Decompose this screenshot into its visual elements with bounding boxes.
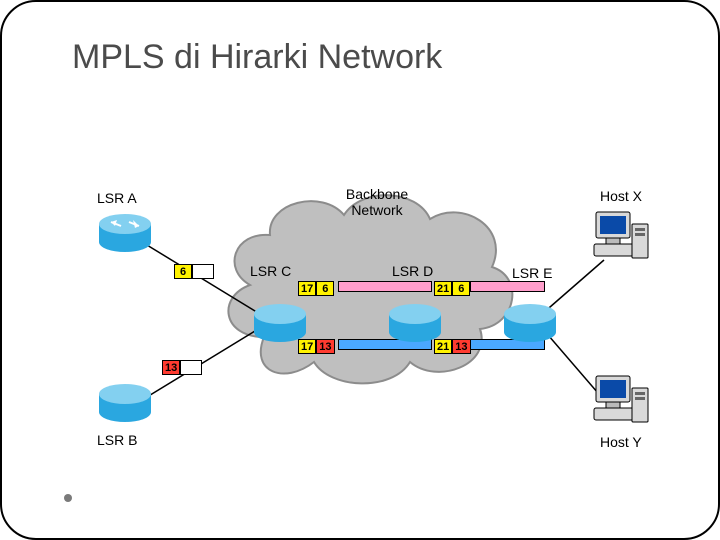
router-e bbox=[502, 302, 558, 344]
tag-c-top: 176 bbox=[298, 279, 334, 297]
router-a bbox=[97, 212, 153, 254]
tag-d-top-21: 21 bbox=[434, 281, 452, 296]
tag-d-top-6: 6 bbox=[452, 281, 470, 296]
label-lsra: LSR A bbox=[97, 190, 137, 206]
tag-d-top: 216 bbox=[434, 279, 470, 297]
tag-c-top-6: 6 bbox=[316, 281, 334, 296]
label-hostx: Host X bbox=[600, 188, 642, 204]
tag-a-blank bbox=[192, 264, 214, 279]
slide-frame: MPLS di Hirarki Network 6 13 176 1713 21… bbox=[0, 0, 720, 540]
label-lsrd: LSR D bbox=[392, 263, 433, 279]
links bbox=[2, 2, 720, 540]
label-backbone-l2: Network bbox=[351, 202, 402, 218]
tag-a: 6 bbox=[174, 262, 214, 280]
tag-b-blank bbox=[180, 360, 202, 375]
router-d bbox=[387, 302, 443, 344]
label-lsrc: LSR C bbox=[250, 263, 291, 279]
label-backbone: Backbone Network bbox=[332, 186, 422, 218]
label-hosty: Host Y bbox=[600, 434, 642, 450]
bar-pink-de bbox=[470, 281, 545, 292]
label-lsre: LSR E bbox=[512, 265, 552, 281]
tag-d-bot-13: 13 bbox=[452, 339, 470, 354]
host-y bbox=[592, 374, 650, 426]
tag-a-6: 6 bbox=[174, 264, 192, 279]
bar-pink-cd bbox=[338, 281, 432, 292]
tag-c-bot-13: 13 bbox=[316, 339, 334, 354]
tag-b-13: 13 bbox=[162, 360, 180, 375]
tag-b: 13 bbox=[162, 358, 202, 376]
router-b bbox=[97, 382, 153, 424]
tag-c-top-17: 17 bbox=[298, 281, 316, 296]
label-backbone-l1: Backbone bbox=[346, 186, 408, 202]
label-lsrb: LSR B bbox=[97, 432, 137, 448]
router-c bbox=[252, 302, 308, 344]
host-x bbox=[592, 210, 650, 262]
